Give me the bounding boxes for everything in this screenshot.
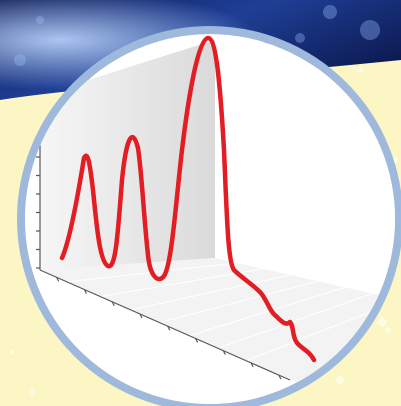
- x-axis-tick: [195, 338, 199, 343]
- x-axis-tick: [250, 362, 254, 368]
- x-axis-tick: [222, 350, 226, 355]
- banner-bokeh: [14, 5, 380, 66]
- x-axis-tick: [83, 289, 87, 294]
- chart-illustration: [36, 35, 395, 404]
- x-axis-tick: [111, 301, 115, 307]
- x-axis-tick: [139, 313, 143, 319]
- x-axis-tick: [278, 374, 282, 380]
- x-axis-tick: [56, 277, 60, 282]
- floor-plane: [40, 258, 395, 404]
- x-axis-tick: [167, 325, 171, 331]
- spectrum-trace: [59, 35, 317, 363]
- x-axis-line: [39, 269, 291, 381]
- lens-circle-rim: [17, 26, 401, 406]
